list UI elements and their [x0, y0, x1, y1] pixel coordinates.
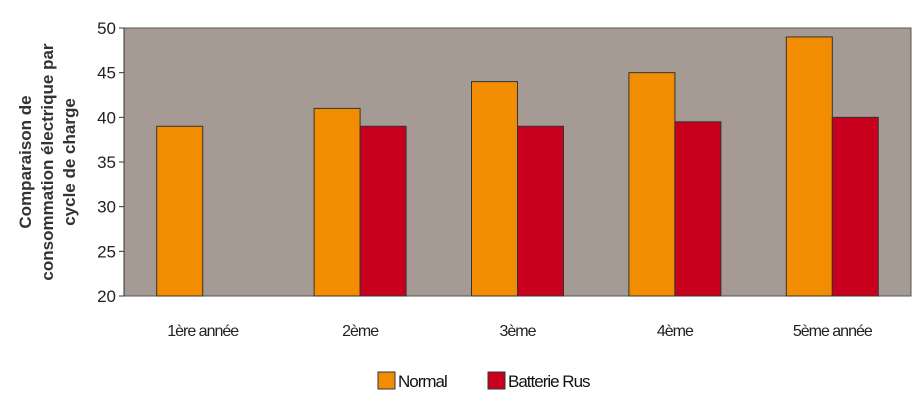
x-tick-label: 1ère année: [167, 323, 239, 340]
x-tick-label: 2ème: [342, 323, 379, 340]
bar-normal-3: [471, 81, 518, 297]
bar-batterie-rus-3: [517, 125, 564, 297]
legend-box: [372, 368, 658, 395]
y-axis-title-line-3: cycle de charge: [60, 98, 79, 226]
y-axis-ticks: 20 25 30 35 40 45 50: [97, 19, 125, 306]
y-tick-label: 30: [97, 198, 116, 217]
y-tick-label: 35: [97, 153, 116, 172]
y-axis-title: Comparaison de consommation électrique p…: [16, 43, 79, 280]
legend-swatch-normal: [377, 371, 396, 390]
x-tick-label: 5ème année: [793, 323, 873, 340]
y-axis-title-line-2: consommation électrique par: [38, 43, 57, 280]
bar-batterie-rus-5: [831, 116, 879, 297]
legend-label-batterie-rus: Batterie Rus: [508, 372, 590, 391]
bar-normal-2: [313, 107, 361, 297]
x-tick-label: 3ème: [499, 323, 536, 340]
x-axis-labels: 1ère année 2ème 3ème 4ème 5ème année: [167, 323, 874, 340]
bar-normal-4: [628, 72, 676, 297]
bar-normal-5: [785, 36, 833, 297]
bar-batterie-rus-2: [359, 125, 407, 297]
bars: [156, 36, 879, 297]
y-tick-label: 45: [97, 64, 116, 83]
y-tick-label: 20: [97, 287, 116, 306]
y-tick-label: 50: [97, 19, 116, 38]
y-axis-title-line-1: Comparaison de: [16, 95, 35, 228]
legend-label-normal: Normal: [398, 372, 447, 391]
legend-swatch-batterie-rus: [487, 371, 506, 390]
bar-normal-1: [156, 125, 204, 297]
y-tick-label: 25: [97, 242, 116, 261]
legend: Normal Batterie Rus: [372, 368, 658, 395]
bar-batterie-rus-4: [674, 121, 722, 297]
y-tick-label: 40: [97, 108, 116, 127]
x-tick-label: 4ème: [657, 323, 694, 340]
